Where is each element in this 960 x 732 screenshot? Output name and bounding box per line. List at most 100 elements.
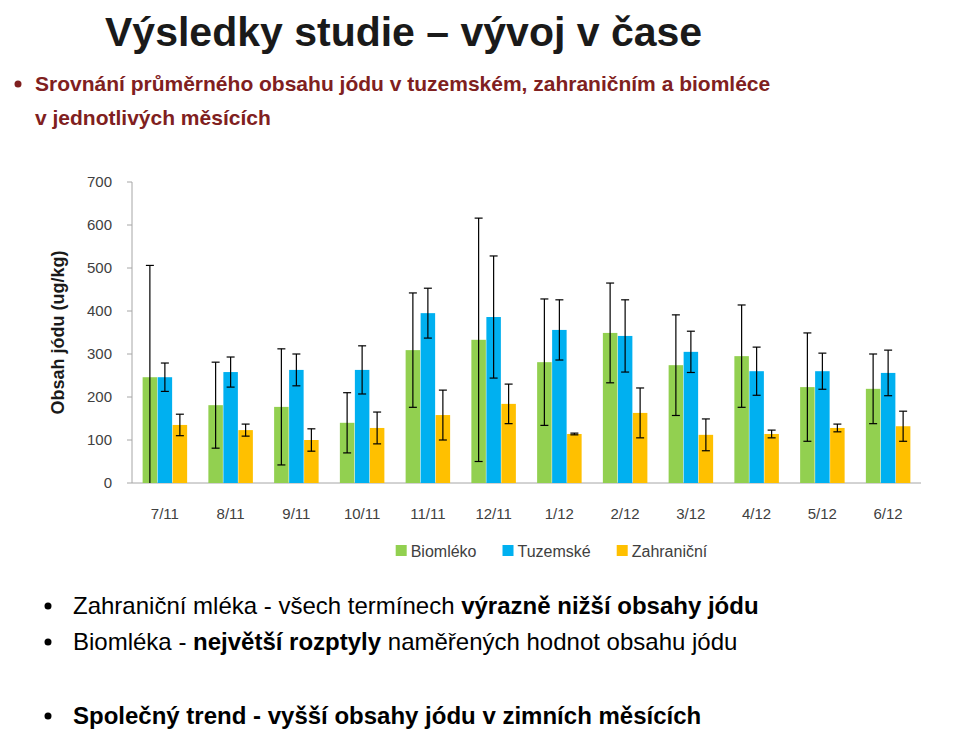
error-line — [149, 265, 150, 483]
plot-area — [143, 218, 911, 483]
error-cap — [833, 423, 841, 424]
error-cap — [687, 372, 695, 373]
y-tick — [127, 182, 132, 183]
x-tick-label: 3/12 — [676, 505, 705, 522]
error-bar — [884, 350, 892, 396]
error-bar — [490, 256, 498, 378]
error-cap — [161, 391, 169, 392]
legend-label: Biomléko — [411, 543, 477, 560]
error-line — [771, 430, 772, 438]
error-line — [427, 288, 428, 338]
legend: BiomlékoTuzemskéZahraniční — [396, 543, 708, 560]
x-tick-label: 9/11 — [282, 505, 310, 522]
error-cap — [636, 387, 644, 388]
error-cap — [227, 387, 235, 388]
error-cap — [869, 423, 877, 424]
error-cap — [409, 407, 417, 408]
error-cap — [570, 433, 578, 434]
x-tick-label: 2/12 — [611, 505, 640, 522]
error-bar — [570, 433, 578, 435]
error-cap — [242, 436, 250, 437]
error-cap — [702, 450, 710, 451]
error-cap — [358, 393, 366, 394]
bar — [567, 434, 582, 483]
error-line — [245, 424, 246, 436]
error-bar — [373, 412, 381, 444]
error-cap — [738, 304, 746, 305]
error-bar — [307, 429, 315, 451]
error-line — [888, 350, 889, 396]
error-cap — [176, 414, 184, 415]
bullet — [45, 603, 52, 610]
error-cap — [803, 332, 811, 333]
error-cap — [373, 443, 381, 444]
page: Výsledky studie – vývoj v časeSrovnání p… — [0, 0, 960, 732]
error-cap — [540, 298, 548, 299]
note-segment: výrazně nižší obsahy jódu — [461, 592, 758, 619]
error-cap — [833, 431, 841, 432]
x-tick-label: 11/11 — [410, 505, 445, 522]
error-cap — [753, 395, 761, 396]
error-bar — [899, 411, 907, 441]
error-line — [296, 354, 297, 386]
y-tick — [127, 440, 132, 441]
error-bar — [439, 390, 447, 440]
note-segment: Zahraniční mléka - všech termínech — [73, 592, 461, 619]
error-bar — [869, 354, 877, 424]
bar — [421, 313, 436, 483]
error-cap — [672, 314, 680, 315]
error-bar — [161, 363, 169, 391]
x-tick-label: 10/11 — [344, 505, 380, 522]
error-line — [873, 354, 874, 424]
error-line — [625, 300, 626, 372]
error-bar — [672, 315, 680, 416]
subtitle: v jednotlivých měsících — [35, 106, 271, 129]
y-tick-label: 0 — [104, 474, 112, 491]
error-line — [903, 411, 904, 441]
title: Výsledky studie – vývoj v čase — [105, 9, 702, 55]
note: Zahraniční mléka - všech termínech výraz… — [73, 592, 759, 619]
error-cap — [475, 218, 483, 219]
error-cap — [869, 353, 877, 354]
error-cap — [555, 299, 563, 300]
error-cap — [818, 353, 826, 354]
error-cap — [373, 411, 381, 412]
legend-label: Tuzemské — [518, 543, 591, 560]
x-tick-label: 12/11 — [475, 505, 511, 522]
error-line — [442, 390, 443, 440]
legend-swatch — [617, 545, 628, 556]
error-cap — [424, 337, 432, 338]
error-cap — [672, 415, 680, 416]
error-bar — [738, 305, 746, 407]
note-segment: naměřených hodnot obsahu jódu — [381, 628, 737, 655]
error-line — [377, 412, 378, 444]
y-tick-label: 500 — [87, 259, 112, 276]
x-tick-label: 5/12 — [808, 505, 837, 522]
error-cap — [818, 389, 826, 390]
y-tick-label: 400 — [87, 302, 112, 319]
error-bar — [687, 331, 695, 372]
error-cap — [277, 348, 285, 349]
y-tick — [127, 397, 132, 398]
error-bar — [146, 265, 154, 483]
error-cap — [161, 362, 169, 363]
error-bar — [621, 300, 629, 372]
error-line — [807, 333, 808, 441]
bar — [158, 377, 173, 483]
error-cap — [884, 395, 892, 396]
error-cap — [636, 437, 644, 438]
error-line — [362, 346, 363, 394]
error-bar — [292, 354, 300, 386]
legend-swatch — [396, 545, 407, 556]
y-tick-label: 300 — [87, 345, 112, 362]
error-line — [508, 384, 509, 424]
error-line — [559, 300, 560, 360]
error-line — [741, 305, 742, 407]
bullet — [45, 713, 52, 720]
error-cap — [146, 265, 154, 266]
x-tick-label: 7/11 — [151, 505, 179, 522]
y-tick — [127, 483, 132, 484]
bullet — [15, 81, 22, 88]
y-tick — [127, 268, 132, 269]
error-cap — [358, 345, 366, 346]
